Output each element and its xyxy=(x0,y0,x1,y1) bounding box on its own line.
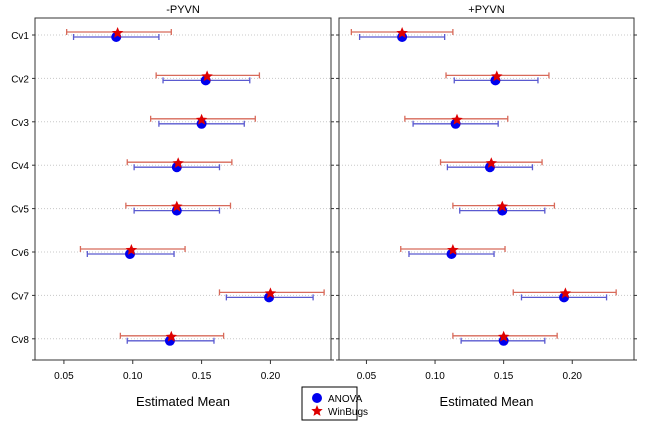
legend-winbugs-marker xyxy=(311,405,323,416)
x-axis-label: Estimated Mean xyxy=(440,394,534,409)
y-tick-label: Cv4 xyxy=(11,161,29,172)
x-tick-label: 0.05 xyxy=(357,371,377,382)
winbugs-point-cv4 xyxy=(172,157,184,169)
y-tick-label: Cv8 xyxy=(11,335,29,346)
legend-winbugs-label: WinBugs xyxy=(328,407,368,418)
winbugs-point-cv5 xyxy=(171,200,183,212)
winbugs-point-cv8 xyxy=(497,330,510,342)
y-tick-label: Cv7 xyxy=(11,291,29,302)
winbugs-point-cv7 xyxy=(559,287,572,299)
x-axis-label: Estimated Mean xyxy=(136,394,230,409)
winbugs-point-cv2 xyxy=(201,70,213,82)
winbugs-point-cv1 xyxy=(396,27,408,38)
winbugs-point-cv7 xyxy=(264,287,277,299)
winbugs-point-cv8 xyxy=(165,330,177,342)
winbugs-point-cv3 xyxy=(195,113,208,125)
legend: ANOVA WinBugs xyxy=(301,386,368,421)
x-tick-label: 0.15 xyxy=(192,371,212,382)
panel-frame xyxy=(34,17,332,360)
winbugs-point-cv4 xyxy=(485,157,498,169)
x-tick-label: 0.10 xyxy=(123,371,143,382)
winbugs-point-cv6 xyxy=(125,244,138,255)
panel-title: -PYVN xyxy=(166,4,200,16)
winbugs-point-cv3 xyxy=(451,113,463,125)
x-tick-label: 0.20 xyxy=(261,371,281,382)
winbugs-point-cv6 xyxy=(447,244,459,255)
panel-plus-pyvn: +PYVN 0.05 0.10 0.15 0.20 Estimated Mean xyxy=(336,4,637,409)
winbugs-point-cv2 xyxy=(491,70,503,82)
x-tick-label: 0.05 xyxy=(54,371,74,382)
winbugs-point-cv5 xyxy=(496,200,508,212)
legend-anova-label: ANOVA xyxy=(328,394,363,405)
winbugs-point-cv1 xyxy=(111,27,124,38)
panel-minus-pyvn: -PYVN Cv1 Cv2 Cv3 Cv4 Cv5 Cv6 Cv7 Cv8 0.05 0.10 0.1… xyxy=(11,4,334,409)
x-tick-label: 0.10 xyxy=(425,371,445,382)
y-tick-label: Cv6 xyxy=(11,248,29,259)
legend-anova-marker xyxy=(312,393,322,403)
y-tick-label: Cv3 xyxy=(11,118,29,129)
x-tick-label: 0.15 xyxy=(494,371,514,382)
legend-box xyxy=(301,386,358,421)
y-tick-label: Cv1 xyxy=(11,31,29,42)
x-tick-label: 0.20 xyxy=(563,371,583,382)
panel-frame xyxy=(338,17,635,360)
panel-title: +PYVN xyxy=(468,4,504,16)
y-tick-label: Cv5 xyxy=(11,205,29,216)
y-tick-label: Cv2 xyxy=(11,74,29,85)
